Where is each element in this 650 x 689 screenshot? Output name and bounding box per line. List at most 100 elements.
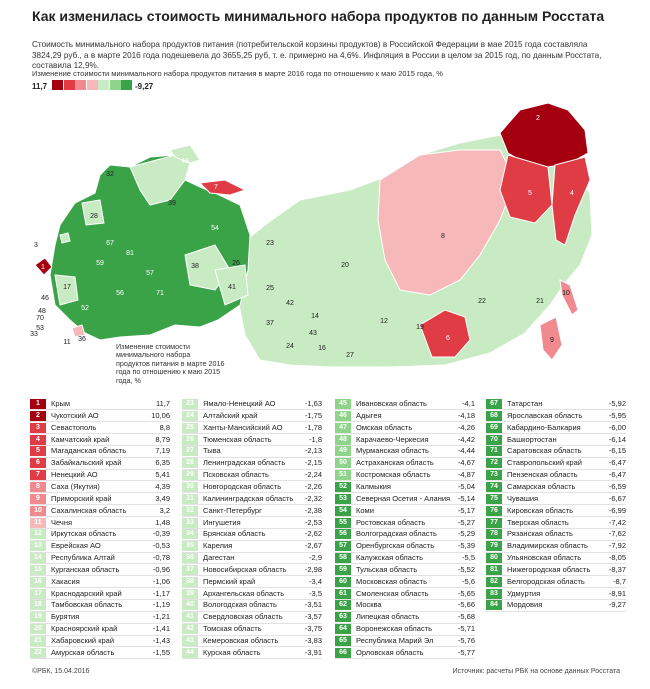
table-row-region: Псковская область [203,470,269,480]
table-row-number: 65 [335,636,351,646]
table-row-value: 10,06 [151,410,170,420]
row-divider [30,563,170,565]
table-row-value: -2,62 [304,529,322,539]
table-row-region: Ярославская область [507,410,583,420]
row-divider [486,563,626,565]
table-row-value: -4,18 [457,410,475,420]
scale-swatch [121,80,132,90]
table-row-value: -2,32 [304,493,322,503]
footer-copyright: ©РБК, 15.04.2016 [32,668,90,675]
table-row: 34 Брянская область -2,62 [182,528,322,540]
table-row-value: -6,14 [608,434,626,444]
row-divider [335,610,475,612]
table-row-value: -2,9 [309,553,322,563]
table-row: 58 Калужская область -5,5 [335,552,475,564]
table-row-number: 30 [182,481,198,492]
table-row: 42 Томская область -3,75 [182,623,322,635]
table-row-value: -1,17 [152,588,170,598]
table-row-value: 4,39 [155,481,170,491]
table-row-number: 10 [30,505,46,516]
map-region-1 [34,257,53,276]
table-row-value: -5,68 [457,612,475,622]
table-row-region: Тамбовская область [51,600,123,610]
table-row: 20 Красноярский край -1,41 [30,623,170,635]
table-row-number: 59 [335,564,351,575]
row-divider [335,622,475,624]
map-label-54: 54 [211,225,219,232]
table-row-value: -5,52 [457,564,475,574]
map-region-5 [499,154,553,224]
row-divider [486,492,626,494]
table-row-region: Хакасия [51,576,80,586]
row-divider [335,409,475,411]
table-row-number: 26 [182,434,198,445]
table-row-value: -8,37 [608,564,626,574]
table-row: 39 Архангельская область -3,5 [182,588,322,600]
table-row: 48 Карачаево-Черкесия -4,42 [335,434,475,446]
table-row-region: Кемеровская область [203,636,279,645]
table-row-value: -6,47 [608,458,626,468]
row-divider [30,480,170,482]
table-row-value: -2,53 [304,517,322,527]
table-row-number: 63 [335,612,351,623]
row-divider [30,622,170,624]
row-divider [30,610,170,612]
map-label-48: 48 [38,308,46,315]
table-row-value: -5,27 [457,517,475,527]
table-row-region: Тюменская область [203,434,272,444]
table-row-value: -6,00 [608,422,626,432]
table-row: 17 Краснодарский край -1,17 [30,588,170,600]
row-divider [30,551,170,553]
table-row-number: 82 [486,576,502,587]
row-divider [335,658,475,660]
table-row-region: Рязанская область [507,529,573,539]
table-row-region: Севастополь [51,422,97,432]
table-row-value: -7,92 [608,541,626,551]
row-divider [335,421,475,423]
row-divider [182,492,322,494]
table-row-region: Республика Марий Эл [356,636,434,645]
table-row-value: -8,05 [608,553,626,563]
table-row-region: Мурманская область [356,446,429,456]
table-row-region: Кабардино-Балкария [507,422,581,432]
table-row-value: 7,19 [155,446,170,456]
row-divider [486,421,626,423]
table-row-number: 15 [30,564,46,575]
scale-min-label: -9,27 [135,82,154,91]
table-row: 84 Мордовия -9,27 [486,599,626,611]
table-row-number: 32 [182,505,198,516]
table-row: 26 Тюменская область -1,8 [182,434,322,446]
table-row: 69 Кабардино-Балкария -6,00 [486,422,626,434]
map-label-6: 6 [446,335,450,342]
table-row-region: Новосибирская область [203,564,287,574]
table-row: 60 Московская область -5,6 [335,576,475,588]
row-divider [335,516,475,517]
row-divider [335,551,475,553]
map-region-41 [214,264,249,306]
table-row-value: -4,87 [457,470,475,480]
table-row-number: 17 [30,588,46,599]
table-row-number: 16 [30,576,46,587]
table-row-region: Ненецкий АО [51,470,98,480]
table-row-value: -1,8 [309,434,322,444]
map-label-33: 33 [30,331,38,338]
table-row: 73 Пензенская область -6,47 [486,469,626,481]
row-divider [486,598,626,600]
table-row: 65 Республика Марий Эл -5,76 [335,635,475,647]
row-divider [182,468,322,470]
table-row: 51 Костромская область -4,87 [335,469,475,481]
table-row-number: 48 [335,434,351,445]
table-row-value: -5,04 [457,481,475,491]
table-row-number: 51 [335,470,351,481]
row-divider [486,610,626,612]
row-divider [30,634,170,636]
table-row-number: 21 [30,636,46,646]
table-row-region: Ханты-Мансийский АО [203,422,283,432]
map-label-14: 14 [311,313,319,320]
table-row-number: 29 [182,470,198,481]
row-divider [30,468,170,470]
row-divider [486,527,626,529]
table-row-value: -3,4 [309,576,322,586]
table-row: 21 Хабаровский край -1,43 [30,635,170,647]
row-divider [182,587,322,589]
